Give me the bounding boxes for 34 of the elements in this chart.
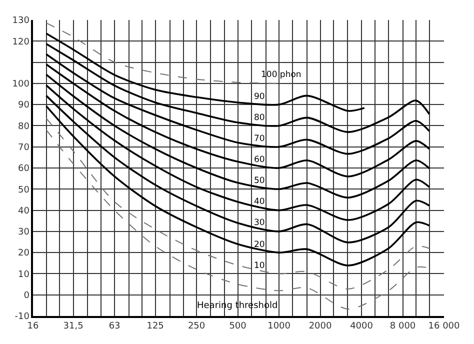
series-label: 70 xyxy=(254,134,265,144)
series-label: 80 xyxy=(254,113,265,123)
y-tick-label: 120 xyxy=(12,37,30,48)
x-tick-label: 250 xyxy=(188,322,206,332)
y-tick-label: 90 xyxy=(18,100,30,111)
x-tick-label: 16 xyxy=(27,322,39,332)
x-tick-label: 8 000 xyxy=(390,322,416,332)
y-tick-label: 40 xyxy=(18,206,30,216)
y-tick-label: 0 xyxy=(24,291,30,302)
y-tick-label: 60 xyxy=(18,164,30,174)
series-label: 90 xyxy=(254,92,265,102)
y-tick-label: 20 xyxy=(18,248,30,259)
x-tick-label: 16 000 xyxy=(428,322,460,332)
x-tick-label: 2000 xyxy=(308,322,332,332)
x-tick-label: 125 xyxy=(146,322,164,332)
y-tick-label: 130 xyxy=(12,16,30,26)
x-tick-label: 31,5 xyxy=(63,322,84,332)
series-label: 60 xyxy=(254,155,265,165)
y-tick-label: 70 xyxy=(18,143,30,154)
series-label: 50 xyxy=(254,176,265,186)
y-tick-label: 80 xyxy=(18,122,30,132)
series-label: 10 xyxy=(254,261,265,271)
y-tick-label: 100 xyxy=(12,80,30,90)
y-tick-label: -10 xyxy=(14,312,30,322)
x-tick-label: 500 xyxy=(229,322,247,332)
y-tick-label: 30 xyxy=(18,228,30,238)
x-tick-label: 4000 xyxy=(350,322,374,332)
series-label: 20 xyxy=(254,240,265,250)
x-tick-label: 63 xyxy=(108,322,120,332)
x-tick-label: 1000 xyxy=(268,322,291,332)
y-tick-label: 50 xyxy=(18,185,30,196)
y-tick-label: 10 xyxy=(18,270,30,280)
series-label: 40 xyxy=(254,197,265,207)
series-label: 30 xyxy=(254,218,265,228)
